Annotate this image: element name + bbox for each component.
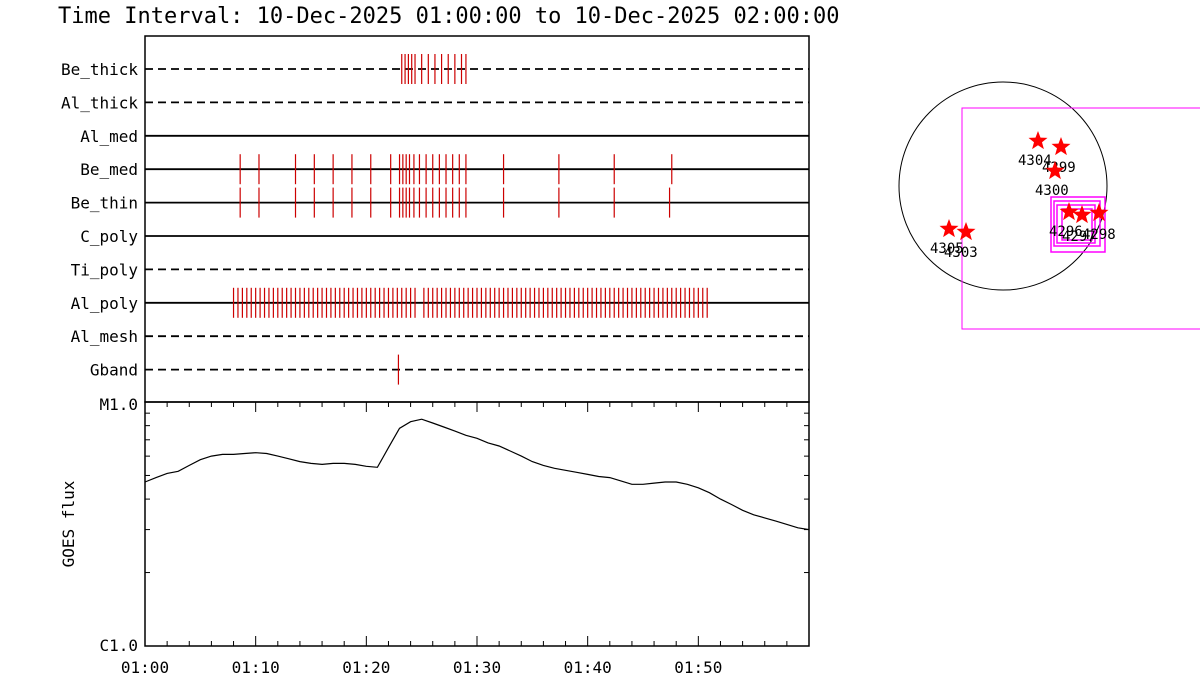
region-label: 4303 bbox=[944, 245, 978, 261]
row-label: Al_thick bbox=[61, 93, 138, 112]
solar-disk bbox=[898, 81, 1108, 291]
region-box bbox=[1053, 200, 1101, 247]
x-tick-label: 01:40 bbox=[564, 658, 612, 677]
y-axis-label: GOES flux bbox=[59, 480, 78, 567]
row-label: Al_poly bbox=[71, 294, 139, 313]
y-tick-label: C1.0 bbox=[99, 636, 138, 655]
region-label: 4298 bbox=[1082, 227, 1116, 243]
x-tick-label: 01:50 bbox=[674, 658, 722, 677]
goes-flux-panel: 01:00 01:10 01:20 01:30 01:40 01:50 M1.0 C1.0 GO… bbox=[59, 395, 810, 677]
region-star-icon bbox=[1072, 205, 1092, 224]
chart-title: Time Interval: 10-Dec-2025 01:00:00 to 1… bbox=[58, 4, 839, 29]
region-label: 4300 bbox=[1035, 183, 1069, 199]
goes-flux-line bbox=[144, 418, 810, 531]
x-tick-label: 01:00 bbox=[121, 658, 169, 677]
region-star-icon bbox=[1089, 203, 1109, 222]
region-box bbox=[1050, 196, 1106, 253]
x-tick-label: 01:30 bbox=[453, 658, 501, 677]
region-star-icon bbox=[939, 219, 959, 238]
fov-box bbox=[961, 107, 1200, 330]
row-label: Be_med bbox=[80, 160, 138, 179]
row-label: C_poly bbox=[80, 227, 138, 246]
x-tick-label: 01:20 bbox=[342, 658, 390, 677]
region-star-icon bbox=[1028, 131, 1048, 150]
row-label: Ti_poly bbox=[71, 260, 139, 279]
region-box bbox=[1056, 204, 1096, 244]
row-label: Be_thin bbox=[71, 194, 138, 213]
region-label: 4297 bbox=[1062, 229, 1096, 245]
region-star-icon bbox=[956, 222, 976, 241]
region-star-icon bbox=[1051, 137, 1071, 156]
region-star-icon bbox=[1059, 202, 1079, 221]
region-label: 4296 bbox=[1049, 224, 1083, 240]
row-label: Al_med bbox=[80, 127, 138, 146]
region-star-icon bbox=[1045, 161, 1065, 180]
region-label: 4304 bbox=[1018, 153, 1052, 169]
timeline-frame bbox=[144, 35, 810, 403]
row-label: Al_mesh bbox=[71, 327, 138, 346]
region-label: 4305 bbox=[930, 241, 964, 257]
row-label: Be_thick bbox=[61, 60, 138, 79]
x-tick-label: 01:10 bbox=[232, 658, 280, 677]
row-label: Gband bbox=[90, 361, 138, 380]
region-map-panel: 43044299430042964297429843054303 bbox=[898, 81, 1200, 330]
event-timeline-panel: Be_thick Al_thick Al_med Be_med Be_thin C_pol… bbox=[61, 35, 810, 403]
y-tick-label: M1.0 bbox=[99, 395, 138, 414]
